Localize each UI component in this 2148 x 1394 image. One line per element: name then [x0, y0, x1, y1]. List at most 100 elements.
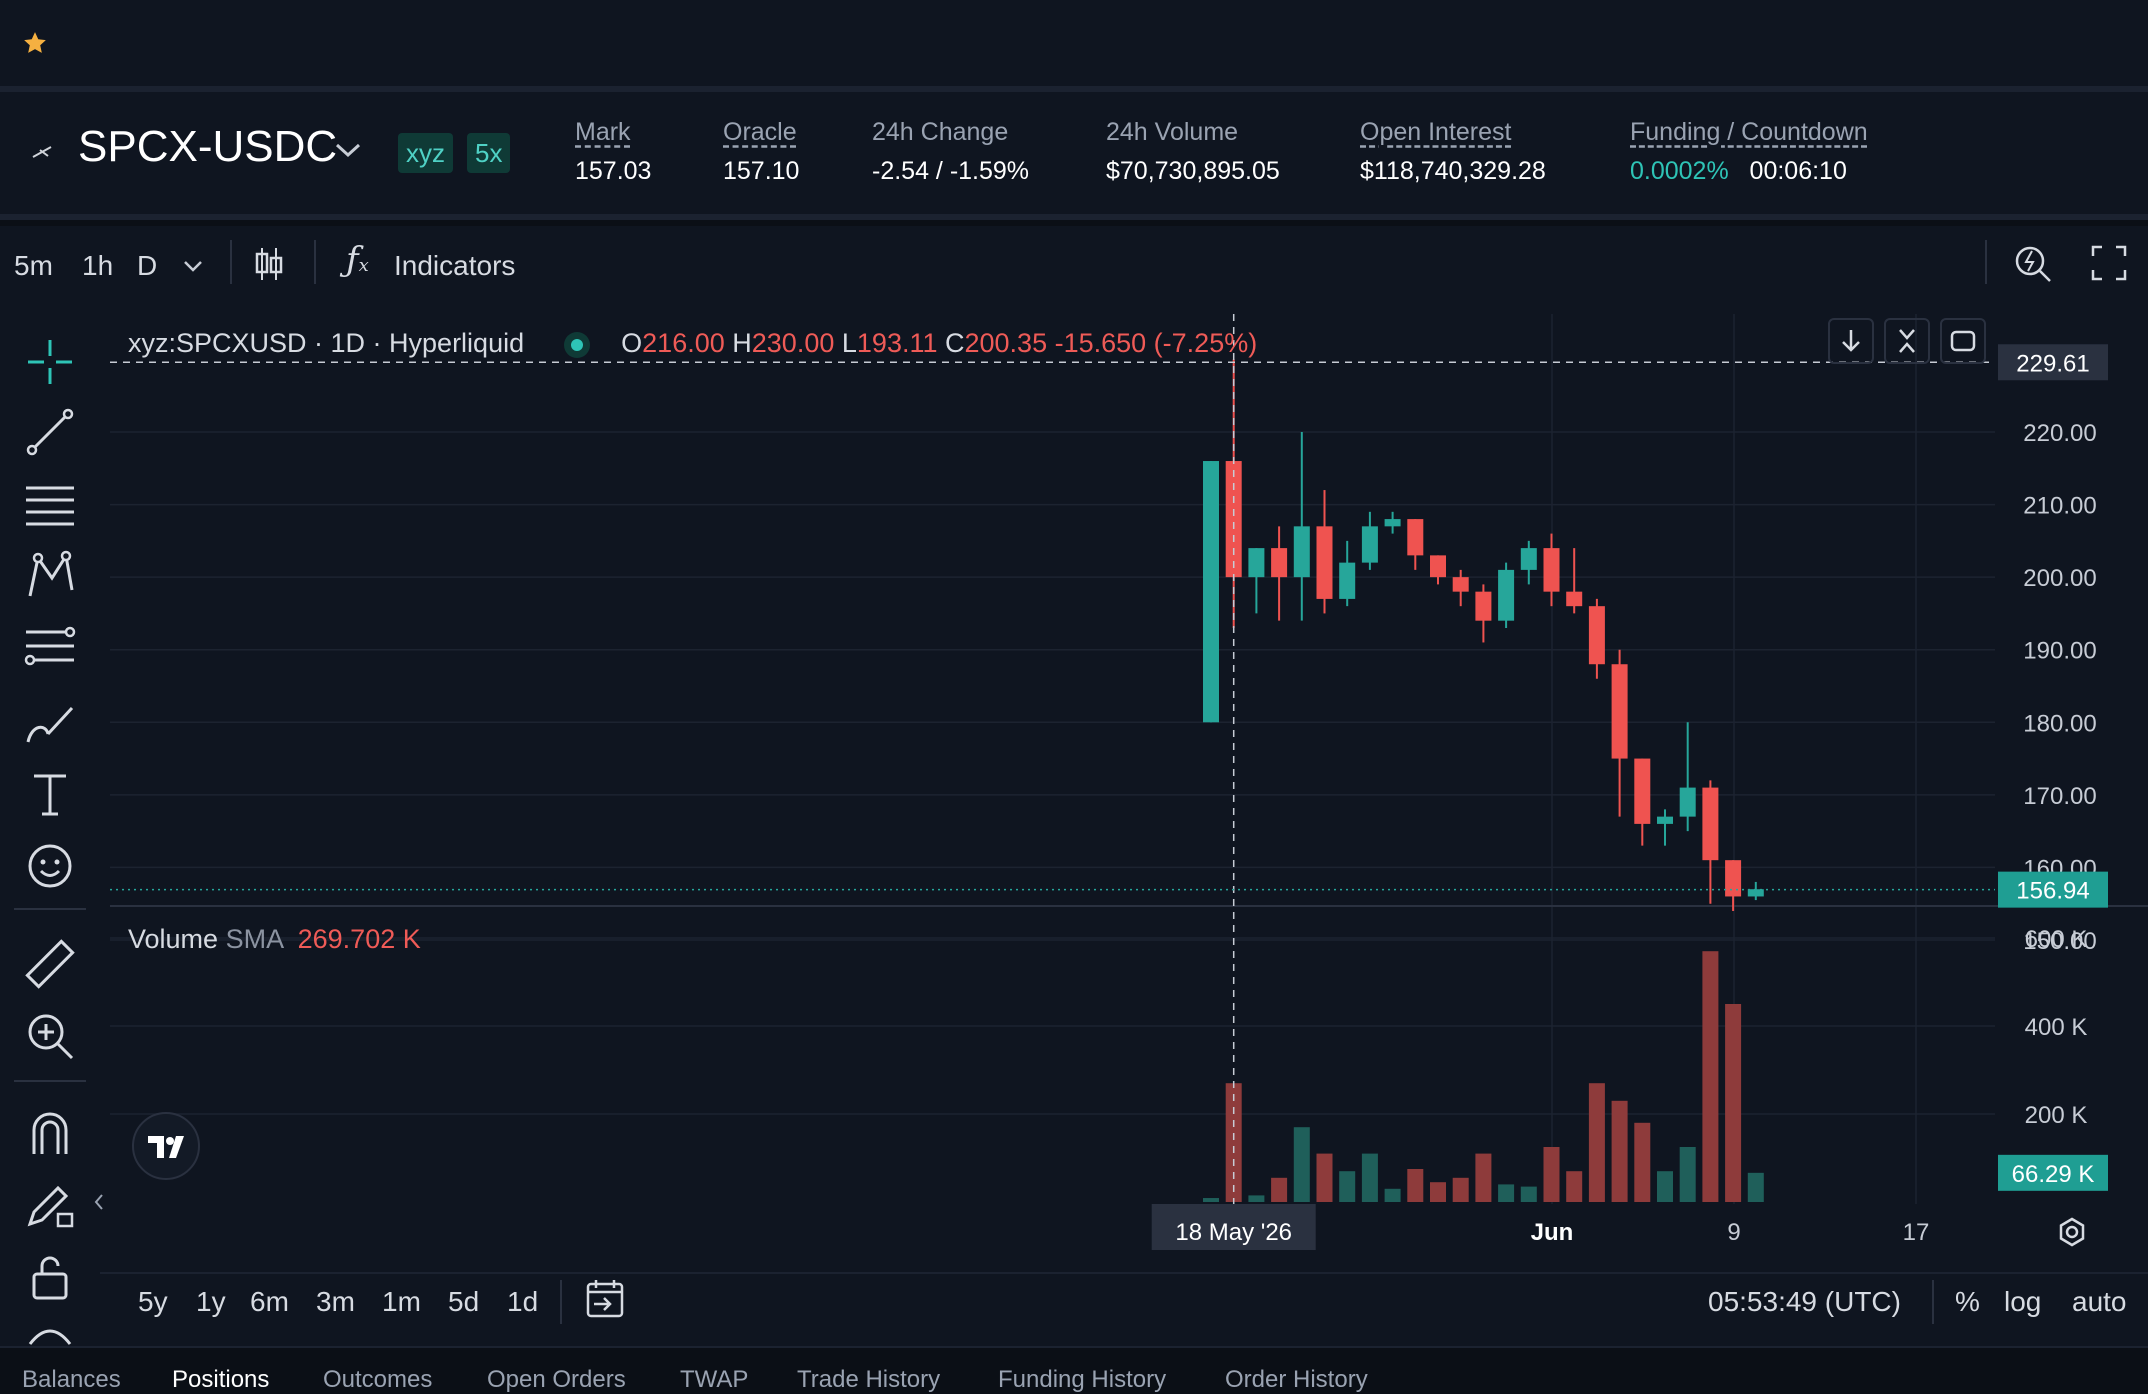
candle-body [1520, 548, 1537, 570]
sma-value: 269.702 K [297, 924, 421, 954]
emoji-icon[interactable] [22, 838, 78, 894]
log-scale-button[interactable]: log [2004, 1286, 2042, 1317]
magnet-icon[interactable] [22, 1104, 78, 1160]
candle-body [1543, 548, 1560, 592]
ruler-icon[interactable] [22, 936, 78, 992]
volume-bar [1339, 1171, 1356, 1202]
last-volume-box [1998, 1154, 2108, 1191]
text-icon[interactable] [22, 766, 78, 822]
tab-trade-history[interactable]: Trade History [797, 1366, 941, 1393]
eye-icon[interactable] [22, 1320, 78, 1346]
price-tick-label: 200.00 [2023, 565, 2096, 592]
stat-value: -2.54 / -1.59% [872, 157, 1030, 185]
volume-bar [1271, 1177, 1288, 1202]
crosshair-icon[interactable] [22, 334, 78, 390]
legend-open: 216.00 [642, 328, 725, 358]
stat-label[interactable]: Open Interest [1360, 118, 1512, 146]
legend-o-label: O [621, 328, 643, 358]
candle-body [1225, 461, 1242, 578]
candle-body [1588, 606, 1605, 665]
legend-title[interactable]: xyz:SPCXUSD · 1D · Hyperliquid [128, 328, 525, 358]
top-bar [0, 0, 2148, 86]
chart-overlay: 229.61 156.94 66.29 K Jun 9 17 18 May '26 [110, 314, 2108, 1250]
market-symbol[interactable]: SPCX-USDC [78, 122, 338, 171]
collapse-chevron-icon[interactable] [92, 1192, 106, 1212]
volume-bar [1747, 1172, 1764, 1202]
indicators-button[interactable]: Indicators [394, 250, 516, 281]
tab-open-orders[interactable]: Open Orders [487, 1366, 626, 1393]
tradingview-logo[interactable] [132, 1112, 200, 1180]
range-1m[interactable]: 1m [382, 1286, 421, 1317]
stat-value: 157.10 [723, 157, 800, 185]
volume-label[interactable]: Volume [128, 924, 219, 954]
range-1d[interactable]: 1d [507, 1286, 539, 1317]
horizontal-lines-icon[interactable] [22, 476, 78, 532]
pattern-icon[interactable] [22, 548, 78, 604]
volume-bar [1566, 1171, 1583, 1202]
candle-body [1725, 860, 1742, 897]
legend-c-label: C [945, 328, 965, 358]
brush-icon[interactable] [22, 694, 78, 750]
volume-bar [1520, 1186, 1537, 1202]
volume-bar [1248, 1195, 1265, 1202]
unlock-icon[interactable] [22, 1248, 78, 1304]
scroll-down-button[interactable] [1828, 318, 1874, 364]
tab-order-history[interactable]: Order History [1225, 1366, 1368, 1393]
candle-body [1407, 519, 1424, 556]
trend-line-icon[interactable] [22, 404, 78, 460]
stat-label[interactable]: Oracle [723, 118, 797, 146]
candle-body [1566, 591, 1583, 607]
go-to-date-icon[interactable] [584, 1278, 626, 1320]
volume-bar [1657, 1171, 1673, 1202]
chevron-down-icon[interactable] [333, 140, 363, 160]
tab-funding-history[interactable]: Funding History [998, 1366, 1167, 1393]
divider [0, 214, 2148, 220]
coin-icon [32, 146, 52, 158]
quick-search-icon[interactable] [2012, 242, 2054, 284]
stat-label[interactable]: Mark [575, 118, 631, 146]
volume-bar [1679, 1147, 1696, 1202]
range-5d[interactable]: 5d [448, 1286, 480, 1317]
fullscreen-icon[interactable] [2090, 244, 2128, 282]
tab-twap[interactable]: TWAP [680, 1366, 749, 1393]
tab-outcomes[interactable]: Outcomes [323, 1366, 433, 1393]
stat-24h-volume: 24h Volume $70,730,895.05 [1106, 118, 1280, 186]
collapse-icon [1899, 329, 1915, 353]
star-icon[interactable] [22, 30, 48, 56]
interval-d[interactable]: D [137, 250, 158, 281]
zoom-in-icon[interactable] [22, 1008, 78, 1064]
interval-1h[interactable]: 1h [82, 250, 114, 281]
chart-area[interactable] [0, 304, 2148, 1346]
funding-rate: 0.0002% [1630, 157, 1729, 185]
volume-bar [1407, 1169, 1424, 1202]
stat-value: $118,740,329.28 [1360, 157, 1546, 185]
auto-scale-button[interactable]: auto [2072, 1286, 2127, 1317]
volume-bars [1203, 951, 1764, 1202]
percent-scale-button[interactable]: % [1955, 1286, 1980, 1317]
tab-balances[interactable]: Balances [22, 1366, 121, 1393]
interval-5m[interactable]: 5m [14, 250, 53, 281]
price-chart[interactable]: 220.00210.00200.00190.00180.00170.00160.… [0, 304, 2148, 1346]
utc-clock[interactable]: 05:53:49 (UTC) [1708, 1286, 1901, 1317]
settings-icon[interactable] [2056, 1216, 2088, 1248]
fib-retracement-icon[interactable] [22, 620, 78, 676]
range-1y[interactable]: 1y [196, 1286, 226, 1317]
tab-positions[interactable]: Positions [172, 1366, 270, 1393]
last-volume-label: 66.29 K [2012, 1161, 2095, 1188]
maximize-pane-button[interactable] [1940, 318, 1986, 364]
range-5y[interactable]: 5y [138, 1286, 168, 1317]
chevron-down-icon[interactable] [182, 258, 204, 274]
indicators-icon[interactable]: ƒx [346, 240, 369, 280]
candlestick-type-icon[interactable] [252, 244, 286, 284]
range-6m[interactable]: 6m [250, 1286, 289, 1317]
range-3m[interactable]: 3m [316, 1286, 355, 1317]
stat-label[interactable]: Funding / Countdown [1630, 118, 1868, 146]
collapse-button[interactable] [1884, 318, 1930, 364]
candle-body [1702, 787, 1719, 861]
lock-drawing-icon[interactable] [22, 1176, 78, 1232]
divider [0, 86, 2148, 92]
candle-body [1316, 526, 1333, 599]
stat-value: 157.03 [575, 157, 652, 185]
time-tick-label: 9 [1727, 1219, 1740, 1246]
leverage-badge[interactable]: 5x [467, 133, 511, 173]
